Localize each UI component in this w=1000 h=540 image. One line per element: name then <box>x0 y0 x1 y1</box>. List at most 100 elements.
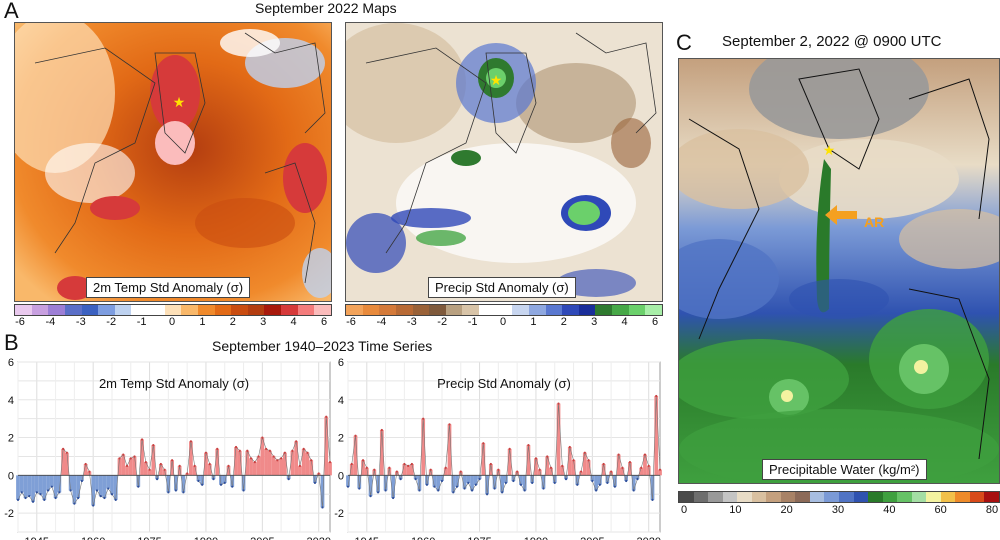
anomaly-bar <box>305 452 310 476</box>
precip-colorbar-tick-label: -4 <box>376 316 387 328</box>
data-point <box>234 445 238 449</box>
y-tick-label: 6 <box>338 357 344 369</box>
temp-colorbar <box>14 304 332 316</box>
anomaly-bar <box>376 475 380 493</box>
anomaly-bar <box>16 475 20 500</box>
data-point <box>538 468 541 471</box>
pw-colorbar-swatch <box>853 492 869 502</box>
data-point <box>24 496 27 500</box>
precip-colorbar-swatch <box>645 305 662 315</box>
data-point <box>594 489 598 492</box>
data-point <box>50 485 53 488</box>
precipitable-water-map-graphic: ★ <box>679 59 999 483</box>
precip-colorbar-tick-label: -2 <box>437 316 448 328</box>
data-point <box>534 457 538 460</box>
pw-colorbar-swatch <box>693 492 709 502</box>
data-point <box>463 487 466 490</box>
anomaly-bar <box>222 475 227 483</box>
data-point <box>317 472 320 475</box>
x-tick-label: 1945 <box>355 536 379 540</box>
data-point <box>651 498 654 501</box>
anomaly-bar <box>132 456 137 476</box>
anomaly-bar <box>57 475 62 493</box>
temp-colorbar-tick-label: 4 <box>290 316 297 328</box>
temp-colorbar-swatch <box>181 305 198 315</box>
anomaly-bar <box>313 475 317 483</box>
anomaly-bar <box>125 465 129 476</box>
data-point <box>459 470 462 473</box>
anomaly-bar <box>624 475 629 481</box>
data-point <box>365 466 368 469</box>
pw-colorbar-swatch <box>839 492 854 502</box>
anomaly-bar <box>31 475 35 502</box>
anomaly-bar <box>462 475 467 489</box>
data-point <box>516 470 519 473</box>
temp-colorbar-swatch <box>281 305 298 315</box>
anomaly-bar <box>252 462 257 476</box>
anomaly-bar <box>537 469 542 476</box>
x-tick-label: 2020 <box>306 536 330 540</box>
data-point <box>482 442 485 445</box>
data-point <box>628 461 632 464</box>
anomaly-bar <box>95 475 99 491</box>
anomaly-bar <box>181 475 186 493</box>
data-point <box>568 445 571 449</box>
data-point <box>508 447 511 450</box>
pw-colorbar-swatch <box>751 492 767 502</box>
anomaly-bar <box>421 418 426 476</box>
anomaly-bar <box>204 452 208 476</box>
precip-colorbar-tick-label: 1 <box>530 316 537 328</box>
data-point <box>103 496 106 500</box>
anomaly-bar <box>372 469 377 476</box>
anomaly-bar <box>106 475 111 489</box>
data-point <box>602 462 605 466</box>
anomaly-bar <box>628 462 632 476</box>
anomaly-bar <box>646 465 651 476</box>
data-point <box>531 481 534 484</box>
data-point <box>95 489 99 492</box>
temp-colorbar-swatch <box>114 305 132 315</box>
data-point <box>16 498 20 501</box>
precip-colorbar-tick-label: 2 <box>560 316 567 328</box>
anomaly-bar <box>110 475 114 495</box>
temp-colorbar-ticks: -6 -4 -3 -2 -1 0 1 2 3 4 6 <box>14 316 330 330</box>
pw-colorbar-swatch <box>911 492 927 502</box>
data-point <box>350 462 353 466</box>
x-tick-label: 1975 <box>467 536 491 540</box>
data-point <box>632 489 635 492</box>
data-point <box>613 485 616 488</box>
data-point <box>268 449 271 452</box>
data-point <box>28 495 31 498</box>
precip-anomaly-map-graphic: ★ <box>346 23 662 301</box>
precip-colorbar-tick-label: 6 <box>651 316 659 328</box>
series-line <box>347 395 661 500</box>
anomaly-bar <box>567 447 572 476</box>
anomaly-bar <box>241 475 246 491</box>
anomaly-bar <box>620 467 625 476</box>
data-point <box>43 498 46 501</box>
anomaly-bar <box>83 464 88 476</box>
data-point <box>527 444 530 447</box>
data-point <box>77 496 80 500</box>
pw-colorbar-swatch <box>722 492 738 502</box>
data-point <box>204 451 208 454</box>
precip-timeseries-chart: -2 0 2 4 6 1945 1960 1975 1990 2005 2020 Precip Std… <box>334 357 662 540</box>
temp-colorbar-swatch <box>98 305 115 315</box>
data-point <box>178 464 181 467</box>
anomaly-bar <box>349 464 354 476</box>
anomaly-bar <box>283 452 287 476</box>
temp-colorbar-swatch <box>197 305 215 315</box>
data-point <box>478 478 481 481</box>
star-marker-icon: ★ <box>490 72 503 88</box>
pw-colorbar-swatch <box>984 492 1000 502</box>
data-point <box>280 457 283 460</box>
data-point <box>264 447 268 450</box>
anomaly-bar <box>526 445 531 476</box>
data-point <box>152 444 155 447</box>
chart-title: 2m Temp Std Anomaly (σ) <box>99 376 249 391</box>
data-point <box>395 470 398 473</box>
data-point <box>253 461 256 464</box>
pw-colorbar-swatch <box>868 492 883 502</box>
anomaly-bar <box>530 475 535 483</box>
anomaly-bar <box>113 475 118 500</box>
